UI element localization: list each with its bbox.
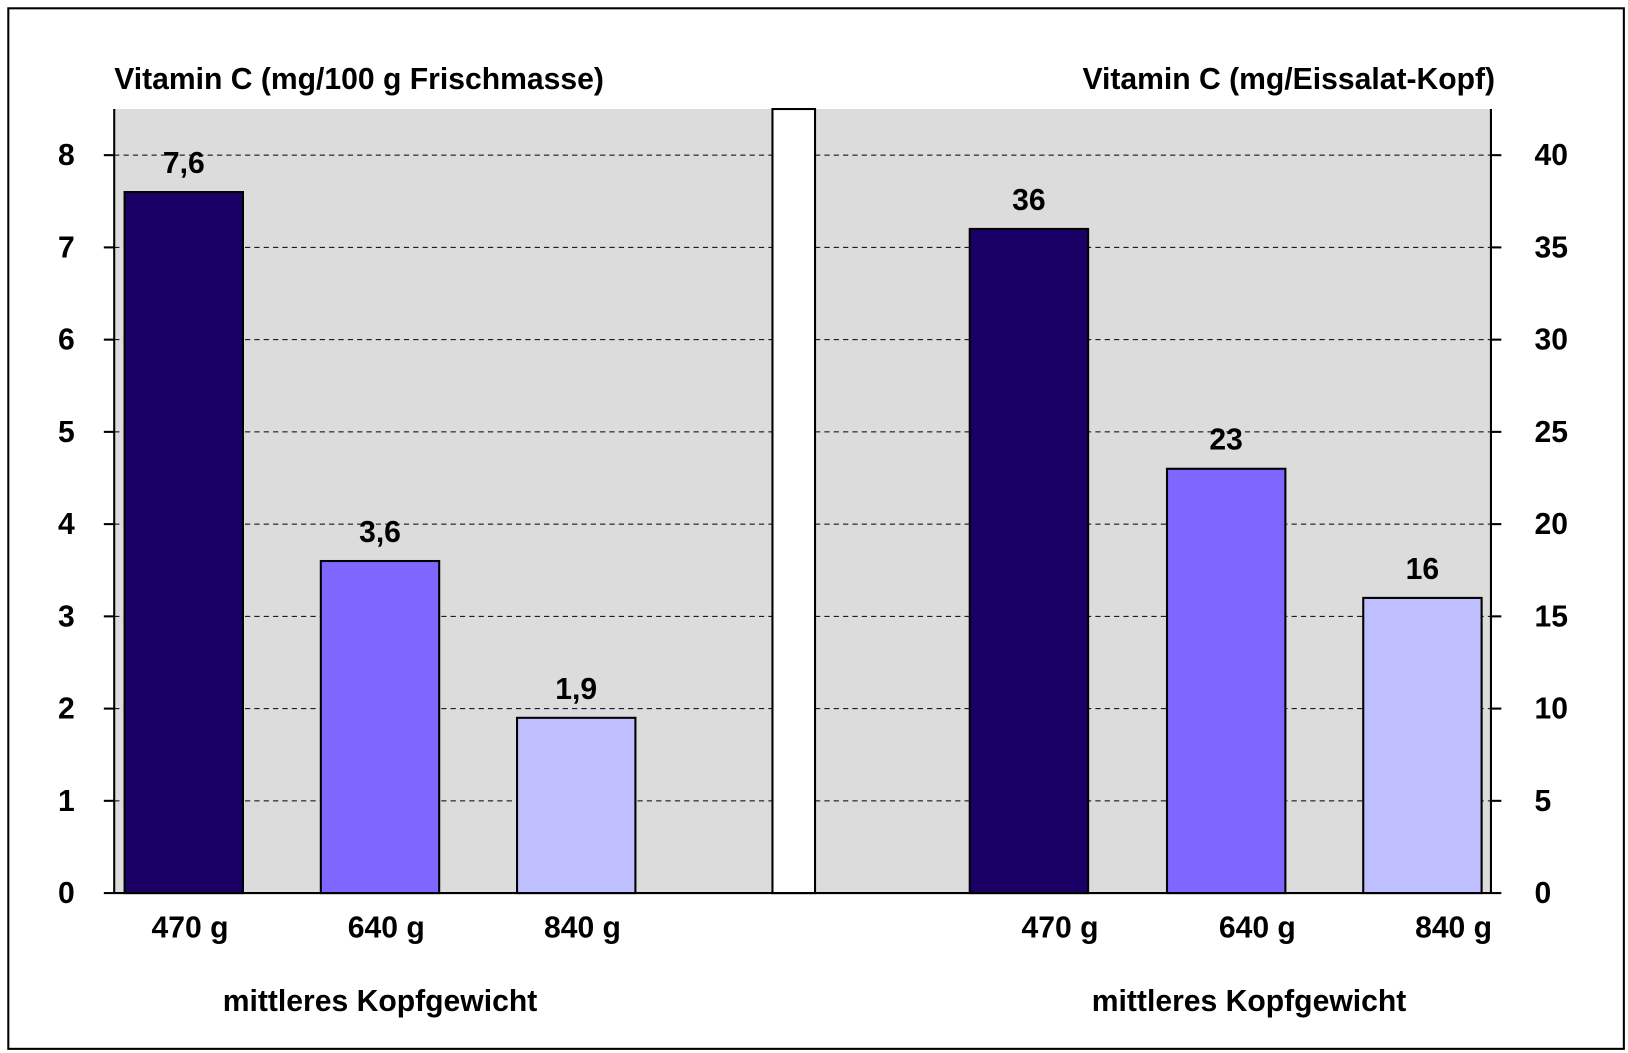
y-tick-label: 7: [58, 231, 75, 264]
bar: [123, 191, 244, 895]
y-tick-label: 25: [1535, 416, 1568, 449]
y-tick-label: 2: [58, 693, 75, 726]
y-tick-label: 4: [58, 508, 75, 541]
x-tick-label: 470 g: [152, 911, 229, 944]
bar: [1165, 467, 1287, 895]
x-axis-label: mittleres Kopfgewicht: [1092, 985, 1407, 1018]
value-label: 7,6: [163, 147, 205, 180]
y-tick-label: 10: [1535, 693, 1568, 726]
y-tick-label: 5: [58, 416, 75, 449]
y-tick-label: 40: [1535, 139, 1568, 172]
value-label: 36: [1012, 184, 1045, 217]
divider: [771, 108, 817, 895]
x-axis-label: mittleres Kopfgewicht: [223, 985, 538, 1018]
y-tick-label: 1: [58, 785, 75, 818]
y-tick-label: 20: [1535, 508, 1568, 541]
y-tick-label: 8: [58, 139, 75, 172]
axis-title: Vitamin C (mg/Eissalat-Kopf): [1082, 63, 1495, 96]
value-label: 16: [1406, 553, 1439, 586]
value-label: 3,6: [359, 516, 401, 549]
y-tick-label: 0: [58, 877, 75, 910]
y-tick-label: 0: [1535, 877, 1552, 910]
value-label: 1,9: [555, 673, 597, 706]
x-tick-label: 640 g: [1219, 911, 1296, 944]
value-label: 23: [1209, 424, 1242, 457]
x-tick-label: 840 g: [1415, 911, 1492, 944]
y-tick-label: 35: [1535, 231, 1568, 264]
bar: [1362, 596, 1483, 895]
x-tick-label: 840 g: [544, 911, 621, 944]
x-tick-label: 470 g: [1022, 911, 1099, 944]
y-tick-label: 15: [1535, 600, 1568, 633]
axis-title: Vitamin C (mg/100 g Frischmasse): [114, 63, 604, 96]
y-tick-label: 6: [58, 324, 75, 357]
bar: [319, 559, 441, 895]
bar: [968, 227, 1090, 895]
y-tick-label: 5: [1535, 785, 1552, 818]
y-tick-label: 30: [1535, 324, 1568, 357]
x-tick-label: 640 g: [348, 911, 425, 944]
bar: [516, 716, 637, 895]
y-tick-label: 3: [58, 600, 75, 633]
